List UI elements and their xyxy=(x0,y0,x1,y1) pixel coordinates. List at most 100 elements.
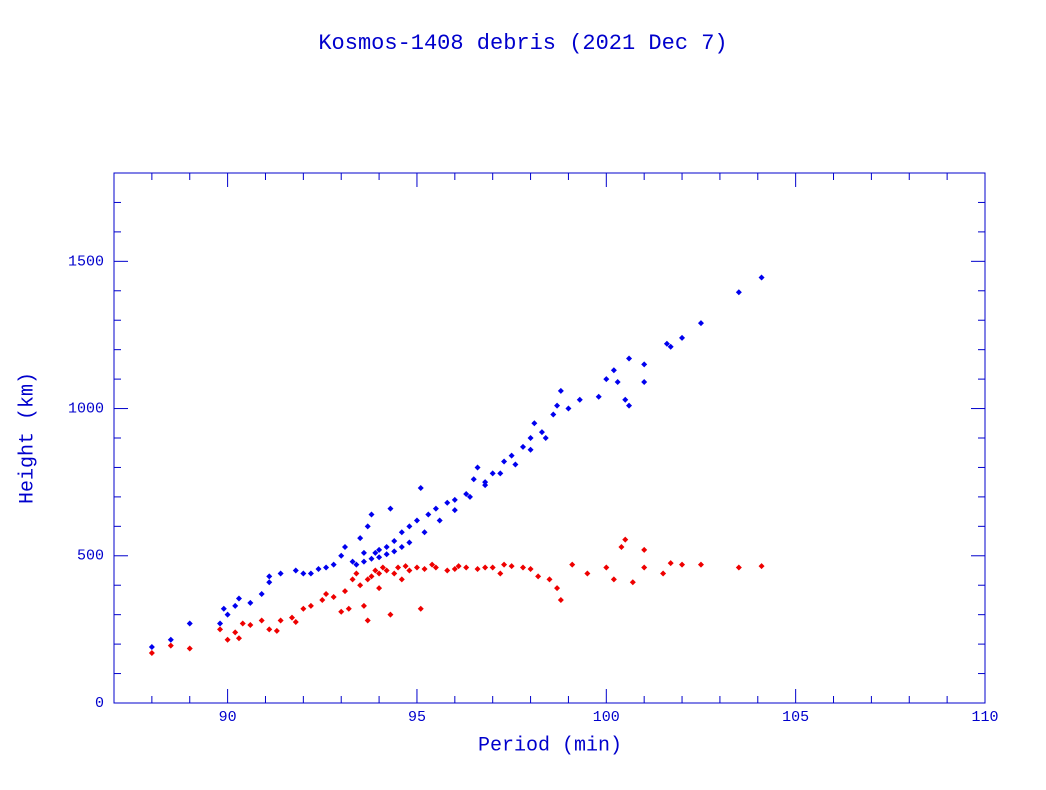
data-point xyxy=(667,343,674,350)
data-point xyxy=(406,523,413,530)
data-point xyxy=(398,543,405,550)
data-point xyxy=(342,543,349,550)
data-point xyxy=(330,594,337,600)
data-point xyxy=(527,566,534,573)
data-point xyxy=(527,435,534,441)
data-point xyxy=(622,536,629,543)
data-point xyxy=(667,560,674,567)
data-point xyxy=(349,576,356,583)
data-point xyxy=(357,582,364,589)
data-point xyxy=(641,564,648,571)
data-point xyxy=(519,564,526,571)
data-point xyxy=(474,566,481,573)
x-tick-label: 90 xyxy=(219,709,237,726)
chart-title: Kosmos-1408 debris (2021 Dec 7) xyxy=(318,31,727,56)
data-point xyxy=(508,563,515,570)
data-point xyxy=(603,376,610,383)
data-point xyxy=(660,570,667,577)
data-point xyxy=(641,379,648,386)
data-point xyxy=(595,393,602,400)
data-point xyxy=(217,620,224,627)
data-point xyxy=(417,485,424,492)
data-point xyxy=(451,566,458,573)
data-point xyxy=(292,567,299,574)
data-point xyxy=(398,576,405,583)
data-point xyxy=(463,564,470,571)
data-point xyxy=(421,529,428,536)
data-point xyxy=(148,644,155,651)
data-point xyxy=(406,539,413,546)
data-point xyxy=(519,443,526,450)
data-point xyxy=(353,570,360,577)
data-point xyxy=(425,511,432,518)
data-point xyxy=(413,564,420,571)
data-point xyxy=(300,570,307,577)
data-point xyxy=(376,570,383,577)
data-point xyxy=(379,564,386,571)
data-point xyxy=(224,611,231,618)
data-point xyxy=(364,617,371,624)
data-point xyxy=(466,493,473,500)
data-point xyxy=(338,608,345,615)
data-point xyxy=(235,595,242,602)
data-point xyxy=(235,635,242,642)
data-point xyxy=(497,470,504,477)
y-tick-label: 1000 xyxy=(68,401,104,418)
data-point xyxy=(531,420,538,427)
data-point xyxy=(323,564,330,571)
data-point xyxy=(758,274,765,281)
data-point xyxy=(432,564,439,571)
data-point xyxy=(444,499,451,506)
data-point xyxy=(626,355,633,362)
data-point xyxy=(360,602,367,609)
data-point xyxy=(429,561,436,568)
data-point xyxy=(258,617,265,624)
data-point xyxy=(535,573,542,580)
data-point xyxy=(629,579,636,586)
data-point xyxy=(432,505,439,512)
data-point xyxy=(266,579,273,586)
data-point xyxy=(641,546,648,553)
data-point xyxy=(679,334,686,341)
data-point xyxy=(421,566,428,573)
data-point xyxy=(338,552,345,559)
data-point xyxy=(391,548,398,555)
data-point xyxy=(554,585,561,592)
data-point xyxy=(277,570,284,577)
data-point xyxy=(735,289,742,296)
data-point xyxy=(220,605,227,612)
data-point xyxy=(538,429,545,436)
data-point xyxy=(391,570,398,577)
data-point xyxy=(398,529,405,536)
data-point xyxy=(663,340,670,347)
data-point xyxy=(167,636,174,643)
x-axis-label: Period (min) xyxy=(478,734,622,757)
data-point xyxy=(576,396,583,403)
data-point xyxy=(387,505,394,512)
data-point xyxy=(482,564,489,571)
y-tick-label: 500 xyxy=(77,548,104,565)
data-point xyxy=(489,470,496,477)
data-point xyxy=(550,411,557,418)
data-point xyxy=(315,566,322,573)
data-point xyxy=(489,564,496,571)
data-point xyxy=(217,626,224,633)
data-point xyxy=(372,567,379,574)
data-point xyxy=(444,567,451,574)
data-point xyxy=(451,507,458,514)
data-point xyxy=(376,546,383,553)
data-point xyxy=(383,567,390,574)
y-tick-label: 0 xyxy=(95,695,104,712)
data-point xyxy=(323,591,330,598)
y-tick-label: 1500 xyxy=(68,253,104,270)
data-point xyxy=(482,482,489,489)
data-point xyxy=(360,558,367,565)
data-point xyxy=(622,396,629,403)
data-point xyxy=(565,405,572,412)
data-point xyxy=(292,619,299,626)
data-point xyxy=(512,461,519,468)
data-point xyxy=(455,563,462,570)
data-point xyxy=(697,561,704,568)
data-point xyxy=(501,458,508,465)
data-point xyxy=(148,649,155,656)
